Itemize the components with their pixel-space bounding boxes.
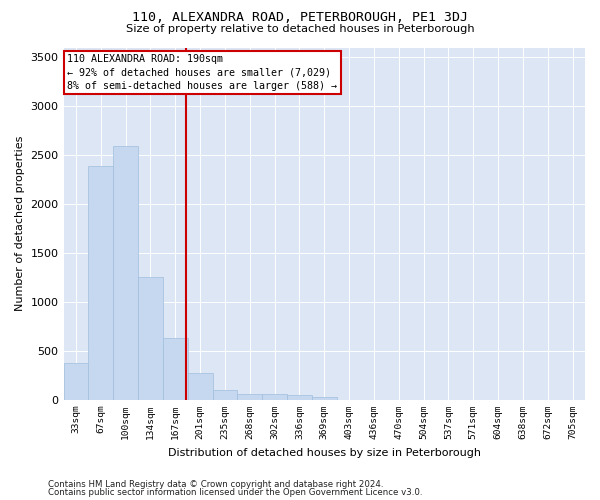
- Bar: [64, 363, 88, 400]
- Bar: [188, 373, 212, 400]
- Text: 110 ALEXANDRA ROAD: 190sqm
← 92% of detached houses are smaller (7,029)
8% of se: 110 ALEXANDRA ROAD: 190sqm ← 92% of deta…: [67, 54, 337, 91]
- Bar: [88, 166, 113, 400]
- Bar: [287, 395, 312, 400]
- Bar: [312, 396, 337, 400]
- Y-axis label: Number of detached properties: Number of detached properties: [15, 136, 25, 312]
- Bar: [163, 338, 188, 400]
- Bar: [212, 390, 238, 400]
- Text: Contains public sector information licensed under the Open Government Licence v3: Contains public sector information licen…: [48, 488, 422, 497]
- Text: Contains HM Land Registry data © Crown copyright and database right 2024.: Contains HM Land Registry data © Crown c…: [48, 480, 383, 489]
- Bar: [113, 146, 138, 400]
- Text: Size of property relative to detached houses in Peterborough: Size of property relative to detached ho…: [125, 24, 475, 34]
- Bar: [138, 277, 163, 400]
- Bar: [238, 394, 262, 400]
- Text: 110, ALEXANDRA ROAD, PETERBOROUGH, PE1 3DJ: 110, ALEXANDRA ROAD, PETERBOROUGH, PE1 3…: [132, 11, 468, 24]
- Bar: [262, 394, 287, 400]
- X-axis label: Distribution of detached houses by size in Peterborough: Distribution of detached houses by size …: [168, 448, 481, 458]
